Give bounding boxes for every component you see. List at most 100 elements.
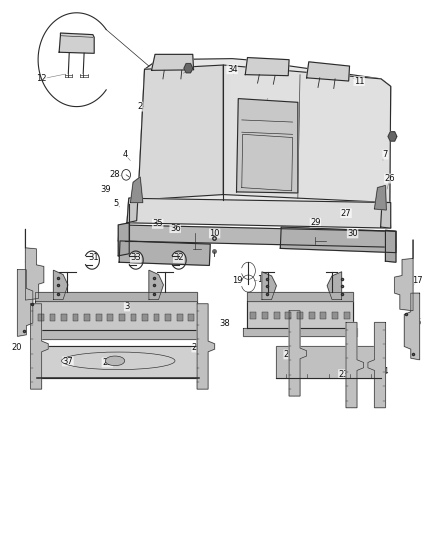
Polygon shape — [247, 301, 353, 328]
Bar — [61, 313, 67, 321]
Text: 23: 23 — [339, 370, 349, 378]
Polygon shape — [59, 33, 94, 53]
Polygon shape — [35, 292, 197, 301]
Bar — [73, 313, 78, 321]
Bar — [274, 312, 279, 319]
Polygon shape — [223, 65, 391, 203]
Text: 38: 38 — [347, 327, 358, 336]
Text: 28: 28 — [110, 171, 120, 179]
Polygon shape — [118, 225, 396, 247]
Polygon shape — [237, 99, 298, 193]
Polygon shape — [152, 54, 194, 70]
Polygon shape — [149, 270, 163, 300]
Polygon shape — [31, 330, 201, 340]
Text: 10: 10 — [209, 229, 220, 238]
Bar — [344, 312, 350, 319]
Polygon shape — [262, 272, 276, 300]
Bar — [321, 312, 326, 319]
Bar — [297, 312, 303, 319]
Text: 30: 30 — [347, 229, 358, 238]
Bar — [262, 312, 268, 319]
Polygon shape — [118, 223, 129, 256]
Polygon shape — [119, 241, 210, 265]
Polygon shape — [127, 196, 138, 223]
Polygon shape — [37, 346, 199, 378]
Polygon shape — [18, 270, 33, 336]
Text: 25: 25 — [284, 350, 294, 359]
Polygon shape — [243, 328, 357, 336]
Text: 39: 39 — [100, 185, 110, 193]
Polygon shape — [131, 177, 143, 203]
Bar — [286, 312, 291, 319]
Bar — [131, 313, 136, 321]
Text: 9: 9 — [381, 197, 386, 206]
Text: 11: 11 — [354, 77, 364, 85]
Polygon shape — [388, 132, 397, 141]
Bar — [309, 312, 314, 319]
Polygon shape — [25, 229, 44, 300]
Text: 35: 35 — [152, 220, 163, 228]
Text: 34: 34 — [227, 65, 237, 74]
Text: 17: 17 — [412, 277, 422, 285]
Text: 37: 37 — [63, 357, 73, 366]
Bar — [251, 312, 256, 319]
Text: 24: 24 — [378, 367, 389, 376]
Text: 15: 15 — [411, 318, 421, 327]
Text: 20: 20 — [11, 343, 22, 352]
Bar — [96, 313, 102, 321]
Bar — [165, 313, 171, 321]
Polygon shape — [138, 65, 223, 200]
Polygon shape — [53, 270, 68, 300]
Text: 13: 13 — [258, 102, 268, 111]
Polygon shape — [395, 240, 413, 311]
Text: 32: 32 — [173, 254, 184, 262]
Text: 12: 12 — [36, 75, 47, 83]
Polygon shape — [385, 230, 396, 262]
Text: 3: 3 — [124, 302, 130, 311]
Text: 6: 6 — [389, 132, 395, 140]
Polygon shape — [289, 311, 307, 396]
Bar — [188, 313, 194, 321]
Text: 8: 8 — [335, 292, 340, 300]
Bar — [119, 313, 125, 321]
Polygon shape — [374, 185, 386, 210]
Polygon shape — [404, 293, 420, 360]
Text: 4: 4 — [122, 150, 127, 159]
Polygon shape — [346, 322, 364, 408]
Text: 16: 16 — [23, 261, 34, 270]
Polygon shape — [184, 63, 193, 73]
Text: 31: 31 — [88, 254, 99, 262]
Text: 18: 18 — [258, 275, 268, 284]
Polygon shape — [31, 304, 48, 389]
Text: 36: 36 — [170, 224, 180, 232]
Text: 38: 38 — [219, 319, 230, 328]
Text: 2: 2 — [138, 102, 143, 111]
Text: 22: 22 — [102, 358, 113, 367]
Bar — [142, 313, 148, 321]
Bar — [177, 313, 183, 321]
Polygon shape — [327, 272, 342, 300]
Polygon shape — [368, 322, 385, 408]
Polygon shape — [138, 59, 391, 203]
Bar — [332, 312, 338, 319]
Bar — [84, 313, 90, 321]
Text: 26: 26 — [385, 174, 395, 183]
Text: 33: 33 — [131, 254, 141, 262]
Polygon shape — [247, 292, 353, 301]
Text: 27: 27 — [341, 209, 351, 217]
Text: 19: 19 — [233, 276, 243, 285]
Polygon shape — [245, 58, 289, 76]
Polygon shape — [280, 227, 396, 253]
Bar — [38, 313, 44, 321]
Text: 7: 7 — [383, 150, 388, 159]
Text: 1: 1 — [186, 65, 191, 74]
Text: 29: 29 — [310, 219, 321, 227]
Text: 21: 21 — [192, 343, 202, 352]
Polygon shape — [35, 301, 197, 330]
Polygon shape — [381, 203, 391, 228]
Bar — [154, 313, 159, 321]
Ellipse shape — [105, 356, 125, 366]
Text: 14: 14 — [16, 292, 26, 300]
Polygon shape — [127, 198, 391, 228]
Polygon shape — [276, 346, 381, 378]
